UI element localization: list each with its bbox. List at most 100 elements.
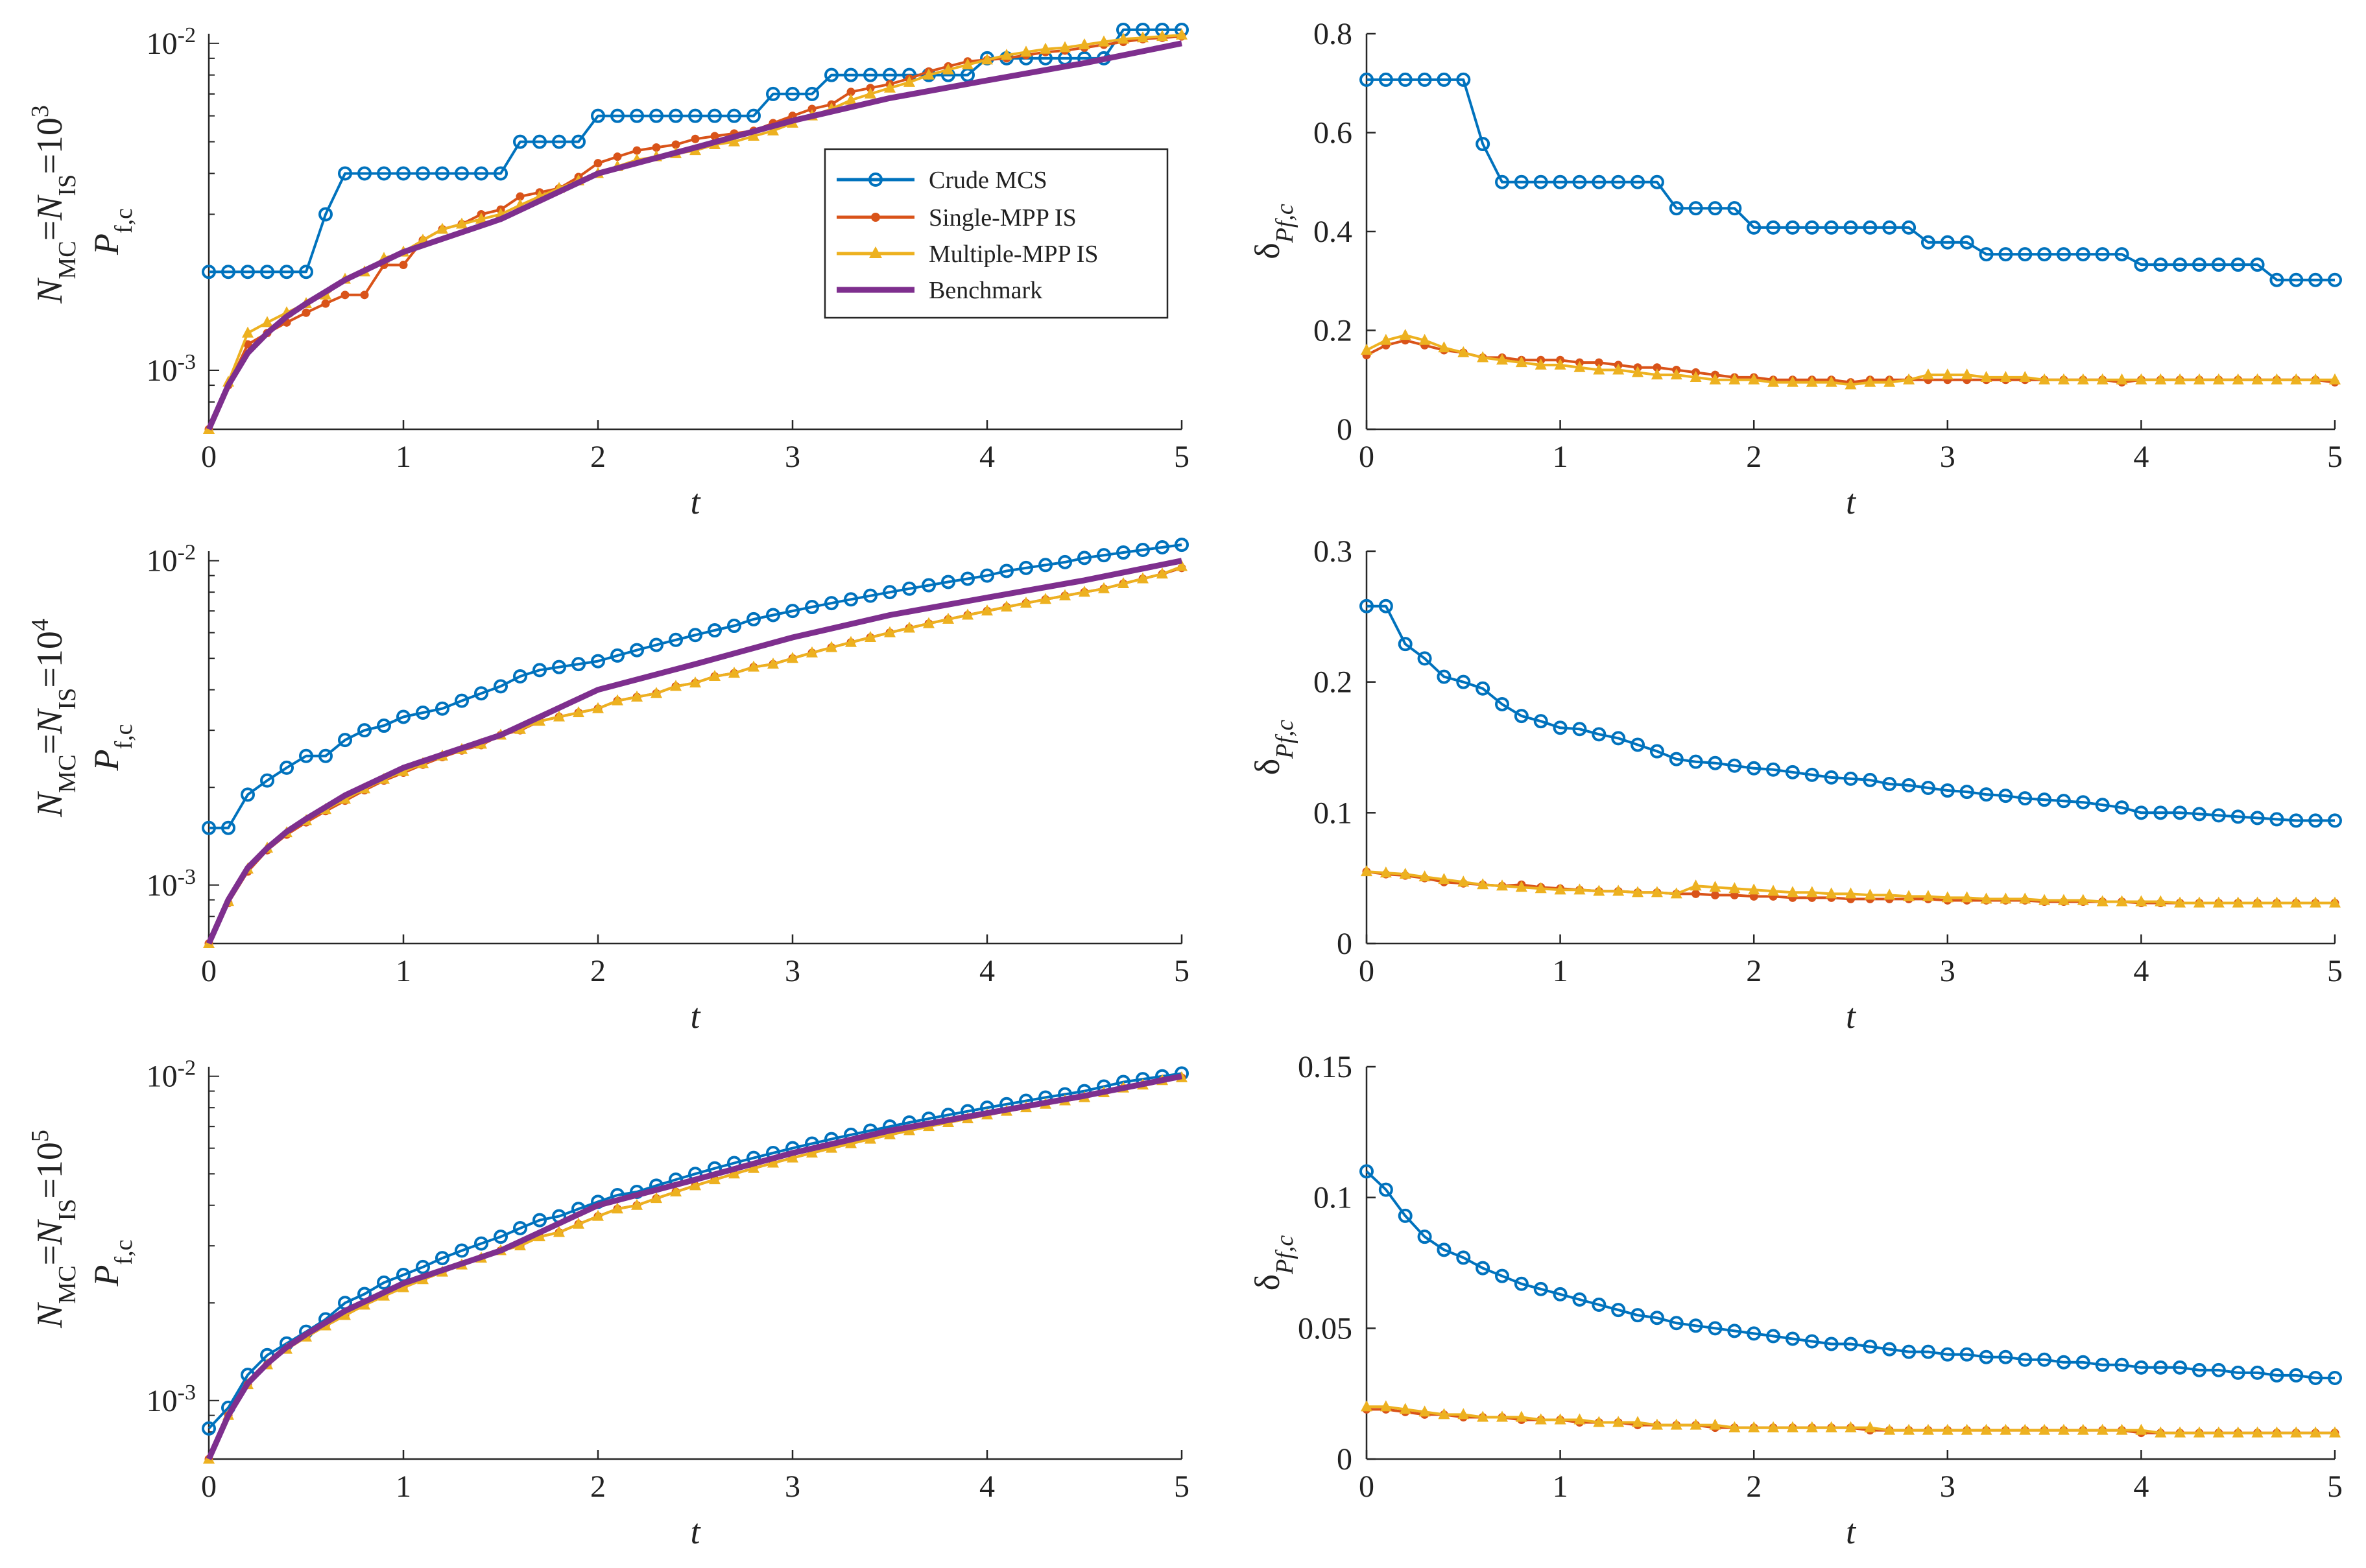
data-point-crude	[280, 265, 294, 279]
data-point-multiple	[1612, 885, 1625, 896]
x-tick-label: 4	[2133, 440, 2149, 474]
data-point-multiple	[1554, 358, 1566, 370]
data-point-crude	[1398, 1208, 1413, 1223]
data-point-crude	[649, 637, 663, 652]
data-point-crude	[2250, 257, 2265, 272]
data-point-crude	[513, 669, 527, 683]
data-point-crude	[1495, 1268, 1510, 1283]
data-point-multiple	[2077, 894, 2089, 905]
data-point-multiple	[1883, 375, 1896, 387]
data-point-crude	[2328, 813, 2342, 828]
data-point-crude	[2114, 247, 2129, 262]
data-point-crude	[727, 108, 741, 123]
series-line-bench	[206, 40, 1182, 431]
data-point-crude	[2018, 791, 2033, 806]
data-point-multiple	[1399, 868, 1411, 879]
data-point-multiple	[1457, 346, 1470, 357]
data-point-crude	[844, 67, 858, 82]
data-point-single	[613, 152, 622, 161]
data-point-multiple	[1515, 356, 1527, 368]
data-point-crude	[2192, 1362, 2206, 1377]
data-point-crude	[474, 1236, 488, 1251]
data-point-multiple	[1922, 890, 1934, 901]
data-point-multiple	[1728, 373, 1741, 385]
data-point-multiple	[942, 63, 954, 75]
y-axis-label: δPf,c	[1248, 204, 1298, 259]
data-point-multiple	[2155, 1426, 2167, 1438]
data-point-crude	[922, 578, 936, 593]
data-point-crude	[1649, 744, 1664, 759]
data-point-multiple	[1709, 881, 1721, 892]
data-point-multiple	[1941, 891, 1954, 903]
data-point-multiple	[1477, 1410, 1489, 1422]
legend-item-bench: Benchmark	[837, 277, 1042, 304]
data-point-crude	[1378, 1182, 1393, 1197]
data-point-multiple	[884, 626, 896, 637]
data-point-crude	[2018, 1352, 2033, 1367]
x-axis-label: t	[1846, 997, 1857, 1036]
data-point-crude	[1495, 174, 1510, 189]
data-point-multiple	[787, 1151, 798, 1163]
data-point-crude	[766, 86, 780, 101]
data-point-crude	[1116, 545, 1130, 560]
y-tick-label: 10-3	[147, 1380, 196, 1418]
data-point-crude	[299, 748, 313, 763]
series-line-crude	[1367, 604, 2335, 822]
data-point-crude	[494, 166, 508, 181]
data-point-crude	[1843, 771, 1858, 786]
data-point-single	[846, 88, 855, 97]
series-bench	[206, 1073, 1182, 1460]
data-point-crude	[455, 693, 469, 708]
series-line-crude	[1365, 1170, 2335, 1379]
data-point-crude	[1437, 669, 1452, 684]
data-point-crude	[785, 604, 800, 619]
data-point-multiple	[962, 608, 974, 620]
data-point-crude	[435, 166, 449, 181]
data-point-multiple	[962, 58, 974, 69]
data-point-multiple	[514, 1239, 526, 1251]
data-point-multiple	[1040, 593, 1051, 604]
data-point-multiple	[981, 604, 993, 616]
data-point-crude	[1456, 674, 1471, 689]
data-point-multiple	[534, 1230, 545, 1242]
data-point-multiple	[2290, 373, 2302, 385]
data-point-multiple	[2212, 896, 2225, 908]
data-point-multiple	[1361, 865, 1372, 877]
y-tick-label: 10-2	[147, 23, 196, 61]
data-point-multiple	[865, 87, 876, 99]
series-line-multiple	[1366, 334, 2335, 386]
x-tick-label: 5	[2327, 1469, 2343, 1504]
data-point-crude	[1959, 785, 1974, 800]
series-line-bench	[206, 558, 1182, 945]
data-point-multiple	[1806, 375, 1818, 387]
data-point-crude	[1902, 1344, 1917, 1359]
data-point-multiple	[1612, 1416, 1625, 1427]
data-point-multiple	[631, 1198, 643, 1210]
data-point-multiple	[2096, 1423, 2109, 1435]
x-tick-label: 3	[785, 1469, 800, 1504]
data-point-crude	[532, 134, 547, 149]
data-point-multiple	[1690, 1418, 1702, 1430]
data-point-multiple	[689, 676, 701, 688]
data-point-crude	[1804, 1334, 1819, 1349]
data-point-multiple	[2174, 373, 2186, 385]
y-tick-label: 10-3	[147, 350, 196, 388]
data-point-multiple	[1825, 375, 1837, 387]
data-point-multiple	[1864, 375, 1876, 387]
data-point-multiple	[1496, 353, 1509, 365]
data-point-multiple	[1709, 373, 1721, 385]
data-point-crude	[1378, 72, 1393, 87]
data-point-multiple	[826, 641, 837, 652]
x-tick-label: 2	[590, 954, 606, 988]
data-point-crude	[2018, 247, 2033, 262]
data-point-crude	[844, 592, 858, 607]
data-point-multiple	[1399, 329, 1411, 340]
data-point-multiple	[903, 621, 915, 633]
data-point-crude	[513, 134, 527, 149]
data-point-multiple	[748, 1161, 759, 1173]
data-point-multiple	[1137, 572, 1149, 584]
data-point-multiple	[845, 636, 857, 647]
data-point-multiple	[2077, 373, 2089, 385]
data-point-crude	[1077, 551, 1092, 565]
data-point-crude	[1959, 235, 1974, 250]
